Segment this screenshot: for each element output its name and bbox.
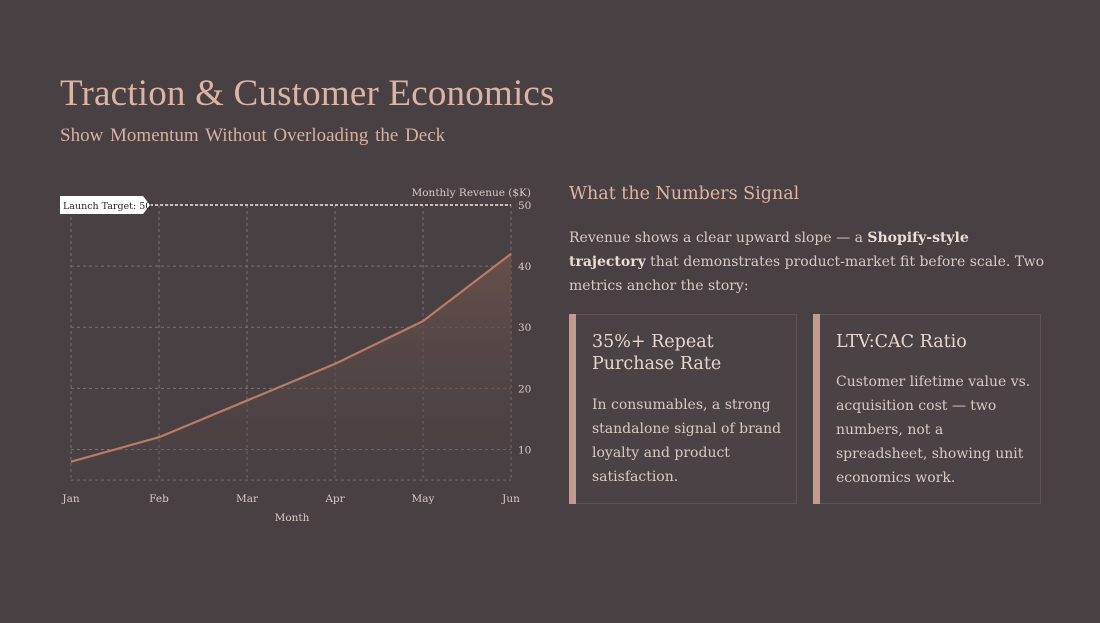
revenue-chart: 10 20 30 40 50 Jan Feb Mar Apr May Jun Monthly Re… [0, 0, 560, 619]
insight-panel: What the Numbers Signal Revenue shows a … [569, 184, 1049, 298]
target-badge-label: Launch Target: 50 [63, 201, 151, 212]
x-tick-label: Feb [149, 493, 169, 505]
y-tick-label: 10 [518, 444, 531, 456]
y-tick-label: 20 [518, 383, 531, 395]
x-tick-label: Jun [501, 493, 520, 505]
revenue-area [71, 254, 511, 480]
y-tick-label: 50 [518, 200, 531, 212]
panel-lead: Revenue shows a clear upward slope — a S… [569, 226, 1047, 298]
metric-card-repeat-purchase: 35%+ Repeat Purchase Rate In consumables… [569, 314, 797, 504]
y-tick-labels: 10 20 30 40 50 [518, 200, 531, 456]
panel-heading: What the Numbers Signal [569, 184, 1049, 204]
card-accent-bar [569, 314, 576, 504]
card-title: 35%+ Repeat Purchase Rate [592, 331, 792, 375]
y-tick-label: 30 [518, 322, 531, 334]
x-tick-label: Mar [236, 493, 259, 505]
x-tick-label: Jan [61, 493, 79, 505]
y-tick-label: 40 [518, 261, 531, 273]
lead-text-start: Revenue shows a clear upward slope — a [569, 230, 867, 246]
revenue-chart-svg: 10 20 30 40 50 Jan Feb Mar Apr May Jun Monthly Re… [0, 0, 560, 619]
card-accent-bar [813, 314, 820, 504]
metric-card-ltv-cac: LTV:CAC Ratio Customer lifetime value vs… [813, 314, 1041, 504]
target-badge: Launch Target: 50 [60, 196, 151, 214]
x-tick-labels: Jan Feb Mar Apr May Jun [61, 493, 520, 505]
x-tick-label: Apr [324, 493, 345, 505]
x-tick-label: May [412, 493, 435, 505]
card-body: In consumables, a strong standalone sign… [592, 393, 782, 489]
y-axis-label: Monthly Revenue ($K) [411, 187, 531, 199]
x-axis-label: Month [275, 512, 310, 524]
card-title: LTV:CAC Ratio [836, 331, 1036, 353]
card-body: Customer lifetime value vs. acquisition … [836, 370, 1031, 490]
